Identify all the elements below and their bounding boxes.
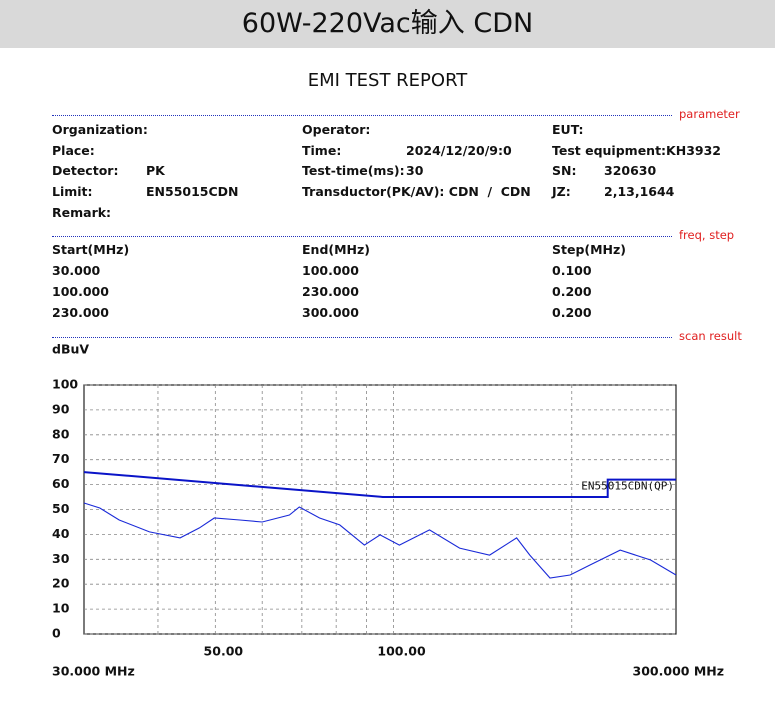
table-cell: 100.000 [52,284,109,299]
field-value: EN55015CDN [146,184,239,199]
y-tick-label: 60 [52,476,70,491]
table-cell: 100.000 [302,263,359,278]
x-tick-label: 100.00 [377,644,426,659]
field-value: 2,13,1644 [604,184,675,199]
field-label: SN: [552,163,577,178]
series-line [83,471,676,498]
field-label: Limit: [52,184,93,199]
y-axis-label: dBuV [52,342,89,357]
field-label: Transductor(PK/AV): CDN / CDN [302,184,531,199]
field-value: PK [146,163,165,178]
field-value: 320630 [604,163,657,178]
y-tick-label: 10 [52,601,70,616]
column-header: End(MHz) [302,242,370,257]
y-tick-label: 80 [52,426,70,441]
section-line [52,236,672,237]
table-cell: 0.100 [552,263,592,278]
column-header: Step(MHz) [552,242,627,257]
field-label: Remark: [52,205,112,220]
y-tick-label: 0 [52,626,61,641]
section-label: parameter [679,107,740,121]
y-tick-label: 90 [52,401,70,416]
field-label: Operator: [302,122,371,137]
field-value: 30 [406,163,424,178]
table-cell: 0.200 [552,284,592,299]
y-tick-label: 100 [52,377,78,392]
x-range-label: 300.000 MHz [633,664,724,679]
y-tick-label: 20 [52,576,70,591]
table-cell: 0.200 [552,305,592,320]
y-tick-label: 40 [52,526,70,541]
field-label: Detector: [52,163,119,178]
section-label: scan result [679,329,742,343]
field-label: Place: [52,143,95,158]
column-header: Start(MHz) [52,242,130,257]
field-value: 2024/12/20/9:0 [406,143,512,158]
limit-label: EN55015CDN(QP) [581,480,674,493]
field-label: Organization: [52,122,148,137]
field-label: EUT: [552,122,584,137]
y-tick-label: 30 [52,551,70,566]
table-cell: 30.000 [52,263,101,278]
table-cell: 230.000 [302,284,359,299]
table-cell: 230.000 [52,305,109,320]
report-title: EMI TEST REPORT [307,70,468,91]
field-label: JZ: [552,184,571,199]
y-tick-label: 50 [52,501,70,516]
x-range-label: 30.000 MHz [52,664,135,679]
section-line [52,115,672,116]
table-cell: 300.000 [302,305,359,320]
section-line [52,337,672,338]
field-label: Test-time(ms): [302,163,405,178]
section-label: freq, step [679,228,735,242]
field-label: Test equipment:KH3932 [552,143,721,158]
y-tick-label: 70 [52,451,70,466]
field-label: Time: [302,143,342,158]
page-title: 60W-220Vac输入 CDN [0,0,775,48]
series-line [83,502,677,579]
x-tick-label: 50.00 [204,644,244,659]
